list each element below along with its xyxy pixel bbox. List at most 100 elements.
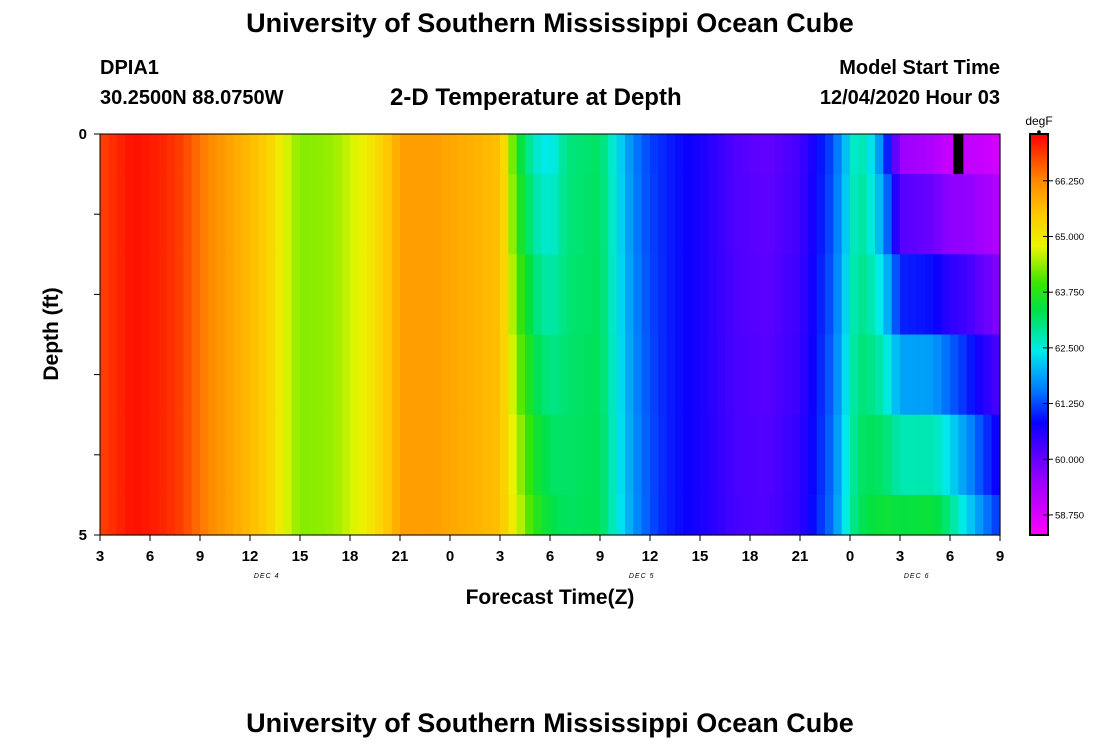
heatmap-cell [433,494,443,536]
heatmap-cell [266,494,276,536]
heatmap-cell [291,494,301,536]
heatmap-cell [716,494,726,536]
heatmap-cell [733,334,743,416]
heatmap-cell [300,414,309,496]
heatmap-cell [850,414,859,496]
heatmap-cell [258,494,268,536]
heatmap-cell [966,254,976,336]
heatmap-cell [600,134,609,175]
heatmap-cell [225,334,234,416]
heatmap-cell [283,254,293,336]
heatmap-cell [683,414,693,496]
heatmap-cell [866,174,876,255]
heatmap-cell [258,334,268,416]
x-tick-label: 9 [996,548,1004,565]
heatmap-cell [491,254,501,336]
heatmap-cell [825,414,834,496]
x-tick-label: 6 [546,548,554,565]
heatmap-cell [233,334,243,416]
heatmap-cell [441,174,451,255]
heatmap-cell [316,334,326,416]
heatmap-cell [433,334,443,416]
heatmap-cell [966,414,976,496]
heatmap-cell [858,334,868,416]
heatmap-cell [175,334,184,416]
heatmap-cell [675,334,684,416]
date-label: DEC 4 [254,573,280,580]
heatmap-cell [683,494,693,536]
heatmap-cell [958,494,968,536]
heatmap-cell [766,494,776,536]
heatmap-cell [216,334,226,416]
heatmap-cell [558,494,568,536]
heatmap-cell [575,134,584,175]
heatmap-cell [650,494,659,536]
heatmap-cell [516,414,526,496]
heatmap-cell [700,414,709,496]
heatmap-cell [116,174,126,255]
heatmap-cell [500,334,509,416]
heatmap-cell [416,134,426,175]
heatmap-cell [758,254,768,336]
heatmap-cell [300,134,309,175]
heatmap-cell [150,254,159,336]
heatmap-cell [491,174,501,255]
heatmap-cell [425,174,434,255]
heatmap-cell [125,494,134,536]
heatmap-cell [116,334,126,416]
heatmap-cell [658,254,668,336]
model-start-value: 12/04/2020 Hour 03 [819,87,1000,109]
heatmap-cell [700,174,709,255]
heatmap-cell [441,134,451,175]
heatmap-cell [241,334,251,416]
heatmap-cell [125,414,134,496]
heatmap-cell [183,134,193,175]
heatmap-cell [858,414,868,496]
heatmap-cell [258,254,268,336]
heatmap-cell [583,254,593,336]
heatmap-cell [533,414,543,496]
heatmap-cell [633,334,643,416]
heatmap-cell [741,414,751,496]
heatmap-cell [808,414,818,496]
heatmap-cell [891,174,901,255]
heatmap-cell [941,334,951,416]
heatmap-cell [400,414,409,496]
heatmap-cell [158,334,168,416]
heatmap-cell [183,334,193,416]
heatmap-cell [783,134,793,175]
heatmap-cell [658,334,668,416]
heatmap-cell [550,174,559,255]
heatmap-cell [716,254,726,336]
heatmap-cell [533,174,543,255]
heatmap-cell [183,494,193,536]
heatmap-cell [341,174,351,255]
heatmap-cell [875,414,884,496]
heatmap-cell [616,334,626,416]
heatmap-cell [691,494,701,536]
heatmap-cell [141,414,151,496]
heatmap-cell [350,334,359,416]
heatmap-cell [866,334,876,416]
heatmap-cell [583,334,593,416]
heatmap-cell [800,174,809,255]
heatmap-cell [266,174,276,255]
heatmap-cell [941,414,951,496]
heatmap-cell [458,174,468,255]
heatmap-cell [133,334,143,416]
heatmap-cell [775,414,784,496]
heatmap-cell [558,254,568,336]
heatmap-cell [300,174,309,255]
heatmap-cell [158,174,168,255]
heatmap-cell [925,134,934,175]
heatmap-cell [875,254,884,336]
heatmap-cell [866,134,876,175]
heatmap-cell [608,334,618,416]
heatmap-cell [625,134,634,175]
heatmap-cell [425,414,434,496]
heatmap-cell [183,414,193,496]
heatmap-cell [783,254,793,336]
heatmap-cell [975,174,984,255]
heatmap-cell [291,254,301,336]
heatmap-cell [558,334,568,416]
